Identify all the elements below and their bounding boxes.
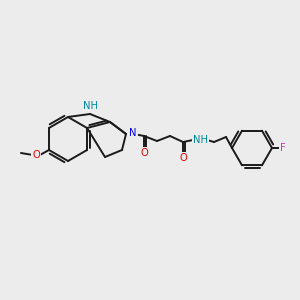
Text: O: O	[140, 148, 148, 158]
Text: O: O	[32, 150, 40, 160]
Text: NH: NH	[82, 101, 98, 111]
Text: O: O	[179, 153, 187, 163]
Text: N: N	[129, 128, 137, 138]
Text: F: F	[280, 143, 286, 153]
Text: NH: NH	[193, 135, 208, 145]
